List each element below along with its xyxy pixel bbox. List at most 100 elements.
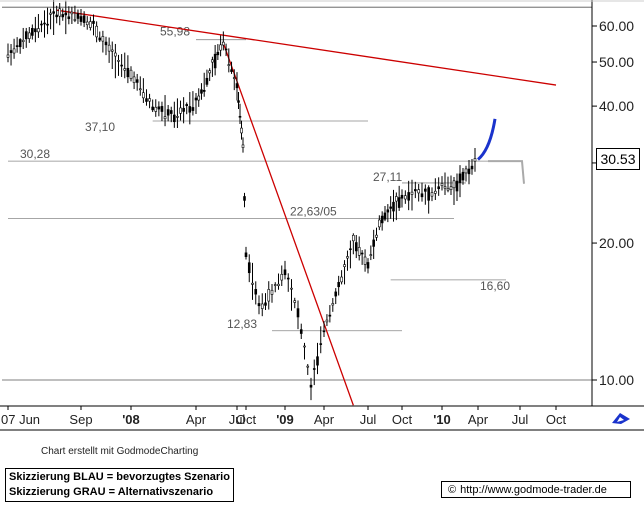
- scenario-sketches: [476, 118, 525, 184]
- candle-body: [213, 53, 217, 69]
- candle-body: [400, 194, 404, 199]
- candle-body: [407, 192, 410, 201]
- candle-body: [473, 158, 477, 162]
- candle-body: [328, 314, 332, 317]
- candle-body: [114, 52, 117, 57]
- candle-body: [145, 98, 148, 102]
- candle-body: [200, 89, 203, 94]
- candle-body: [264, 302, 267, 306]
- candle-body: [163, 116, 167, 120]
- candle-body: [95, 25, 98, 38]
- candle-body: [230, 69, 233, 72]
- candle-body: [34, 28, 37, 33]
- candle-body: [176, 116, 179, 118]
- candle-body: [49, 12, 52, 15]
- candle-body: [98, 37, 102, 41]
- candle-body: [458, 173, 462, 183]
- candle-body: [378, 219, 381, 228]
- candle-body: [89, 21, 92, 28]
- candle-body: [238, 115, 242, 118]
- candle-body: [70, 11, 74, 15]
- candle-body: [157, 106, 161, 110]
- candle-body: [202, 89, 206, 92]
- candle-body: [40, 23, 43, 26]
- x-tick-label: Apr: [468, 412, 489, 427]
- candle-body: [188, 106, 192, 113]
- candle-body: [337, 282, 340, 288]
- candle-body: [173, 114, 176, 123]
- candle-body: [15, 45, 19, 47]
- level-label: 27,11: [373, 170, 402, 184]
- candle-body: [455, 180, 459, 192]
- x-tick-label: Apr: [314, 412, 335, 427]
- x-tick-label: Oct: [546, 412, 567, 427]
- candle-body: [46, 23, 49, 26]
- candle-body: [325, 319, 329, 323]
- candle-body: [194, 97, 198, 101]
- candle-body: [182, 107, 185, 112]
- candle-body: [366, 262, 370, 269]
- candle-body: [461, 171, 465, 181]
- level-label: 30,28: [20, 147, 50, 161]
- candle-body: [82, 15, 86, 23]
- candle-body: [120, 64, 123, 67]
- candle-body: [101, 36, 105, 42]
- legend-blue-line: Skizzierung BLAU = bevorzugtes Szenario: [9, 471, 230, 483]
- candle-body: [349, 248, 352, 251]
- candle-body: [222, 41, 225, 46]
- candle-body: [64, 12, 68, 16]
- godmode-logo-icon: [612, 413, 630, 424]
- x-tick-label: 07 Jun: [1, 412, 40, 427]
- candle-body: [306, 365, 310, 368]
- candle-body: [386, 209, 390, 213]
- candle-body: [427, 187, 430, 201]
- website-link[interactable]: © http://www.godmode-trader.de: [441, 481, 631, 498]
- current-price-tag: 30.53: [596, 148, 640, 171]
- trend-line: [56, 9, 557, 86]
- candle-body: [322, 330, 326, 333]
- y-tick-label: 10.00: [599, 372, 634, 388]
- x-tick-label: Jul: [512, 412, 529, 427]
- candle-body: [334, 291, 338, 297]
- x-tick-label: Jul: [229, 412, 246, 427]
- level-label: 12,83: [227, 317, 257, 331]
- candle-body: [224, 48, 228, 51]
- candle-body: [240, 127, 243, 134]
- candle-body: [244, 252, 248, 257]
- x-tick-label: Oct: [236, 412, 257, 427]
- candle-body: [232, 77, 236, 79]
- y-tick-label: 50.00: [599, 54, 634, 70]
- x-tick-label: Jul: [360, 412, 377, 427]
- candle-body: [154, 106, 158, 112]
- candle-body: [273, 284, 277, 286]
- candle-body: [117, 60, 120, 62]
- candle-body: [389, 206, 392, 209]
- copyright-icon: ©: [448, 484, 457, 496]
- candle-body: [52, 11, 55, 14]
- candle-body: [9, 50, 13, 53]
- candle-body: [343, 264, 346, 267]
- candle-body: [58, 8, 62, 17]
- candle-body: [191, 107, 195, 111]
- candle-body: [123, 68, 127, 71]
- candle-body: [283, 269, 287, 276]
- candle-body: [138, 88, 142, 91]
- candle-body: [92, 20, 95, 24]
- candle-body: [31, 28, 34, 36]
- candle-body: [309, 384, 313, 388]
- candle-body: [208, 70, 211, 74]
- candle-body: [110, 49, 114, 52]
- candle-body: [470, 165, 474, 170]
- candle-body: [369, 254, 373, 256]
- level-label: 37,10: [85, 120, 115, 134]
- candle-body: [18, 39, 22, 48]
- candle-body: [303, 345, 306, 348]
- candle-body: [160, 106, 164, 112]
- candle-body: [61, 14, 65, 18]
- candle-body: [430, 192, 434, 197]
- candle-body: [205, 77, 209, 85]
- candle-body: [319, 343, 323, 345]
- candle-body: [270, 289, 274, 295]
- candle-body: [37, 28, 40, 33]
- chart-credit: Chart erstellt mit GodmodeCharting: [41, 446, 199, 457]
